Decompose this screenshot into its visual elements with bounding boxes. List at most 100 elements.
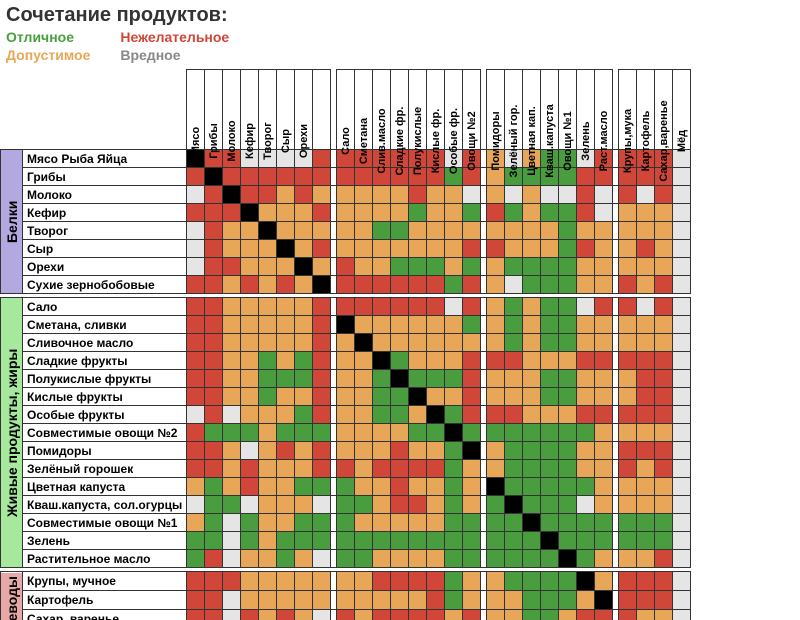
matrix-cell — [391, 204, 409, 222]
matrix-cell — [241, 258, 259, 276]
matrix-cell — [277, 550, 295, 568]
matrix-cell — [619, 186, 637, 204]
matrix-cell — [313, 316, 331, 334]
matrix-cell — [655, 298, 673, 316]
matrix-cell — [259, 610, 277, 620]
matrix-cell — [541, 370, 559, 388]
matrix-cell — [223, 240, 241, 258]
matrix-cell — [505, 478, 523, 496]
matrix-cell — [223, 424, 241, 442]
matrix-cell — [463, 532, 481, 550]
col-header: Кислые фр. — [427, 70, 445, 150]
matrix-cell — [523, 204, 541, 222]
matrix-cell — [277, 496, 295, 514]
row-label: Помидоры — [23, 442, 187, 460]
matrix-cell — [523, 276, 541, 294]
matrix-cell — [541, 496, 559, 514]
matrix-cell — [577, 240, 595, 258]
matrix-cell — [577, 514, 595, 532]
matrix-cell — [559, 240, 577, 258]
matrix-cell — [505, 352, 523, 370]
matrix-cell — [205, 276, 223, 294]
matrix-cell — [577, 591, 595, 610]
matrix-cell — [523, 424, 541, 442]
matrix-cell — [637, 591, 655, 610]
matrix-cell — [295, 442, 313, 460]
matrix-cell — [487, 424, 505, 442]
col-header: Сахар,варенье — [655, 70, 673, 150]
matrix-cell — [655, 388, 673, 406]
matrix-cell — [313, 572, 331, 591]
matrix-cell — [205, 352, 223, 370]
matrix-cell — [391, 334, 409, 352]
matrix-cell — [259, 424, 277, 442]
matrix-cell — [187, 276, 205, 294]
matrix-cell — [541, 240, 559, 258]
matrix-cell — [559, 370, 577, 388]
matrix-cell — [187, 186, 205, 204]
matrix-cell — [619, 276, 637, 294]
matrix-cell — [559, 316, 577, 334]
matrix-cell — [595, 496, 613, 514]
matrix-cell — [637, 316, 655, 334]
matrix-cell — [259, 406, 277, 424]
matrix-cell — [259, 572, 277, 591]
matrix-cell — [205, 388, 223, 406]
matrix-cell — [523, 550, 541, 568]
matrix-cell — [241, 240, 259, 258]
matrix-cell — [523, 370, 541, 388]
matrix-cell — [541, 298, 559, 316]
row-label: Сладкие фрукты — [23, 352, 187, 370]
matrix-cell — [637, 388, 655, 406]
matrix-cell — [295, 204, 313, 222]
matrix-cell — [595, 298, 613, 316]
row-label: Сливочное масло — [23, 334, 187, 352]
matrix-cell — [505, 532, 523, 550]
matrix-cell — [673, 352, 691, 370]
matrix-cell — [655, 496, 673, 514]
matrix-cell — [637, 186, 655, 204]
matrix-cell — [577, 550, 595, 568]
matrix-cell — [409, 532, 427, 550]
matrix-cell — [241, 370, 259, 388]
matrix-cell — [187, 388, 205, 406]
matrix-cell — [259, 478, 277, 496]
matrix-cell — [277, 478, 295, 496]
matrix-cell — [373, 424, 391, 442]
matrix-cell — [541, 204, 559, 222]
matrix-cell — [373, 532, 391, 550]
matrix-cell — [355, 298, 373, 316]
row-label: Совместимые овощи №1 — [23, 514, 187, 532]
matrix-cell — [637, 478, 655, 496]
matrix-cell — [487, 204, 505, 222]
matrix-cell — [655, 442, 673, 460]
matrix-cell — [409, 406, 427, 424]
matrix-cell — [295, 316, 313, 334]
matrix-cell — [205, 370, 223, 388]
matrix-cell — [373, 478, 391, 496]
matrix-cell — [463, 258, 481, 276]
matrix-cell — [259, 222, 277, 240]
matrix-cell — [559, 572, 577, 591]
matrix-cell — [619, 370, 637, 388]
matrix-cell — [277, 222, 295, 240]
col-header: Крупы,мука — [619, 70, 637, 150]
matrix-cell — [187, 514, 205, 532]
matrix-cell — [391, 532, 409, 550]
matrix-cell — [523, 406, 541, 424]
matrix-cell — [523, 514, 541, 532]
matrix-cell — [391, 186, 409, 204]
matrix-cell — [409, 298, 427, 316]
matrix-cell — [595, 258, 613, 276]
matrix-cell — [259, 168, 277, 186]
matrix-cell — [541, 572, 559, 591]
matrix-cell — [427, 240, 445, 258]
matrix-cell — [673, 334, 691, 352]
col-header: Раст.масло — [595, 70, 613, 150]
matrix-cell — [337, 298, 355, 316]
matrix-cell — [355, 572, 373, 591]
matrix-cell — [505, 610, 523, 620]
matrix-cell — [673, 186, 691, 204]
matrix-cell — [463, 240, 481, 258]
matrix-cell — [295, 496, 313, 514]
